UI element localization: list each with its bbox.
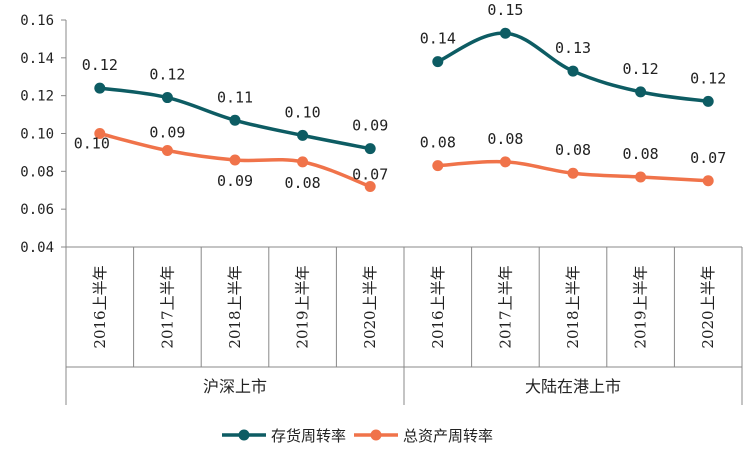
legend-label: 存货周转率 [271, 427, 346, 445]
data-label: 0.11 [217, 88, 253, 106]
x-group-label: 大陆在港上市 [525, 377, 621, 396]
x-category-label: 2020上半年 [361, 265, 379, 348]
data-point [364, 180, 376, 192]
data-point [229, 114, 241, 126]
x-category-label: 2020上半年 [699, 265, 717, 348]
x-category-label: 2017上半年 [158, 265, 176, 348]
x-category-label: 2016上半年 [429, 265, 447, 348]
data-label: 0.12 [690, 69, 726, 87]
data-point [499, 156, 511, 168]
data-label: 0.14 [420, 30, 456, 48]
data-label: 0.12 [623, 60, 659, 78]
data-point [297, 156, 309, 168]
y-tick-label: 0.16 [20, 13, 54, 29]
x-category-label: 2019上半年 [294, 265, 312, 348]
data-label: 0.08 [487, 130, 523, 148]
data-label: 0.12 [149, 66, 185, 84]
data-point [432, 56, 444, 68]
data-label: 0.08 [623, 145, 659, 163]
data-point [635, 171, 647, 183]
data-label: 0.10 [285, 103, 321, 121]
data-point [297, 129, 309, 141]
data-label: 0.09 [352, 117, 388, 135]
data-point [635, 86, 647, 98]
data-label: 0.08 [555, 141, 591, 159]
x-category-label: 2017上半年 [496, 265, 514, 348]
data-point [161, 92, 173, 104]
y-tick-label: 0.14 [20, 51, 54, 67]
y-tick-label: 0.04 [20, 240, 54, 256]
data-label: 0.10 [74, 135, 110, 153]
data-label: 0.15 [487, 1, 523, 19]
data-point [702, 95, 714, 107]
x-category-label: 2018上半年 [564, 265, 582, 348]
data-point [567, 167, 579, 179]
data-label: 0.12 [82, 56, 118, 74]
y-tick-label: 0.06 [20, 202, 54, 218]
data-label: 0.13 [555, 39, 591, 57]
data-label: 0.08 [285, 174, 321, 192]
data-point [567, 65, 579, 77]
data-label: 0.09 [149, 124, 185, 142]
data-point [229, 154, 241, 166]
legend-marker [370, 429, 382, 441]
y-tick-label: 0.10 [20, 127, 54, 143]
y-tick-label: 0.12 [20, 89, 54, 105]
data-point [94, 128, 106, 139]
data-label: 0.07 [690, 149, 726, 167]
x-category-label: 2018上半年 [226, 265, 244, 348]
x-group-label: 沪深上市 [203, 377, 267, 396]
data-point [161, 145, 173, 157]
legend-label: 总资产周转率 [403, 427, 493, 445]
data-label: 0.09 [217, 172, 253, 190]
data-point [94, 82, 106, 94]
data-label: 0.07 [352, 165, 388, 183]
legend-marker [238, 429, 250, 441]
data-point [499, 27, 511, 39]
data-label: 0.08 [420, 134, 456, 152]
x-category-label: 2016上半年 [91, 265, 109, 348]
x-category-label: 2019上半年 [632, 265, 650, 348]
data-point [432, 160, 444, 172]
y-tick-label: 0.08 [20, 164, 54, 180]
data-point [702, 175, 714, 187]
data-point [364, 143, 376, 155]
